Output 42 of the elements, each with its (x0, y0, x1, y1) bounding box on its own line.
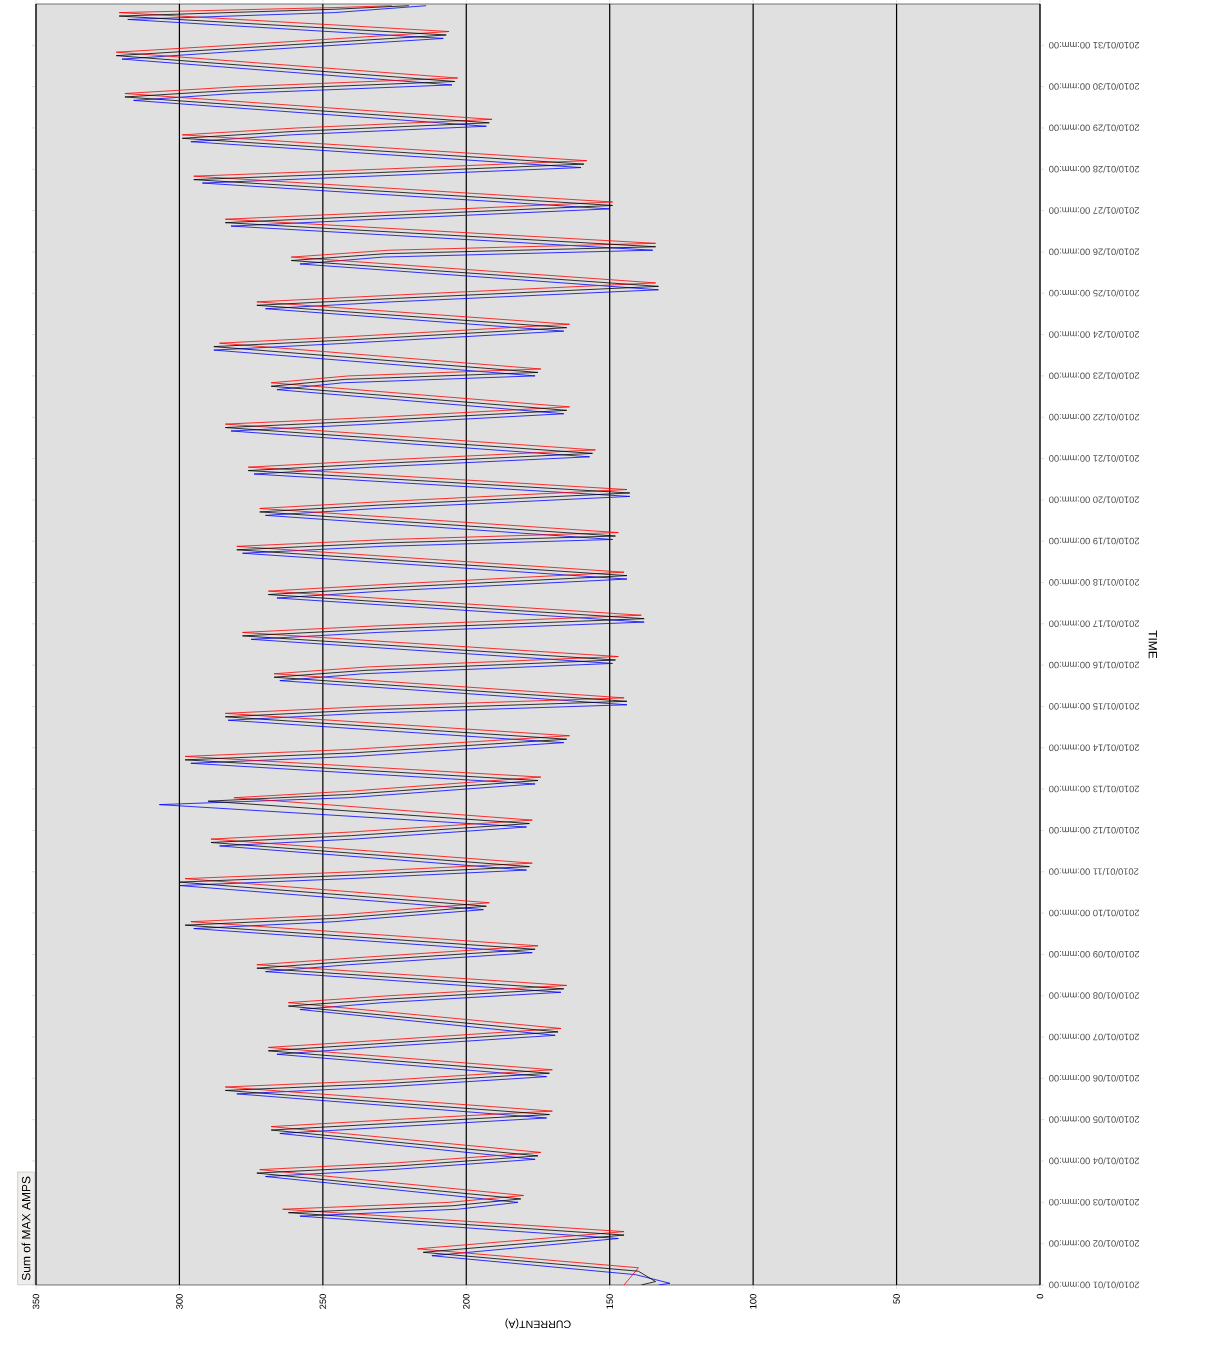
y-tick-label: 2010/01/08 00:mm:00 (1049, 992, 1140, 1000)
y-tick-label: 2010/01/17 00:mm:00 (1049, 620, 1140, 628)
x-tick-label: 100 (749, 1294, 757, 1309)
x-tick-label: 50 (893, 1294, 900, 1304)
y-tick-label: 2010/01/09 00:mm:00 (1049, 950, 1140, 958)
y-tick-label: 2010/01/22 00:mm:00 (1049, 413, 1140, 421)
x-tick-label: 250 (319, 1294, 327, 1309)
y-tick-label: 2010/01/12 00:mm:00 (1049, 827, 1140, 834)
y-tick-label: 2010/01/27 00:mm:00 (1049, 207, 1140, 215)
y-tick-label: 2010/01/02 00:mm:00 (1049, 1240, 1140, 1248)
y-tick-label: 2010/01/30 00:mm:00 (1049, 83, 1140, 91)
x-tick-label: 350 (32, 1294, 40, 1309)
y-tick-label: 2010/01/20 00:mm:00 (1049, 496, 1140, 504)
y-tick-label: 2010/01/07 00:mm:00 (1049, 1033, 1140, 1041)
x-tick-label: 200 (462, 1294, 470, 1309)
y-tick-label: 2010/01/04 00:mm:00 (1049, 1157, 1140, 1165)
y-tick-label: 2010/01/21 00:mm:00 (1049, 455, 1140, 462)
y-tick-label: 2010/01/05 00:mm:00 (1049, 1116, 1140, 1124)
y-tick-label: 2010/01/29 00:mm:00 (1049, 124, 1140, 132)
y-tick-label: 2010/01/28 00:mm:00 (1049, 165, 1140, 173)
x-axis-title: CURRENT(A) (505, 1318, 571, 1329)
y-tick-label: 2010/01/11 00:mm:00 (1049, 868, 1139, 876)
y-tick-label: 2010/01/03 00:mm:00 (1049, 1198, 1140, 1206)
y-tick-label: 2010/01/13 00:mm:00 (1049, 785, 1140, 793)
y-tick-label: 2010/01/06 00:mm:00 (1049, 1074, 1140, 1082)
y-tick-label: 2010/01/23 00:mm:00 (1049, 372, 1140, 380)
x-tick-label: 300 (176, 1294, 183, 1309)
y-tick-label: 2010/01/24 00:mm:00 (1049, 331, 1140, 338)
text: Sum of MAX AMPS (21, 1176, 31, 1281)
y-tick-label: 2010/01/25 00:mm:00 (1049, 289, 1140, 297)
y-axis-title: TIME (1148, 630, 1157, 659)
y-tick-label: 2010/01/10 00:mm:00 (1049, 909, 1140, 917)
y-tick-label: 2010/01/31 00:mm:00 (1049, 41, 1140, 49)
y-tick-label: 2010/01/18 00:mm:00 (1049, 579, 1140, 586)
x-tick-label: 0 (1036, 1294, 1044, 1299)
y-tick-label: 2010/01/16 00:mm:00 (1049, 661, 1140, 669)
x-tick-label: 150 (606, 1294, 613, 1309)
y-tick-label: 2010/01/26 00:mm:00 (1049, 248, 1140, 256)
y-tick-label: 2010/01/01 00:mm:00 (1049, 1281, 1140, 1289)
y-tick-label: 2010/01/14 00:mm:00 (1049, 744, 1140, 752)
y-tick-label: 2010/01/19 00:mm:00 (1049, 537, 1140, 545)
y-tick-label: 2010/01/15 00:mm:00 (1049, 703, 1140, 710)
